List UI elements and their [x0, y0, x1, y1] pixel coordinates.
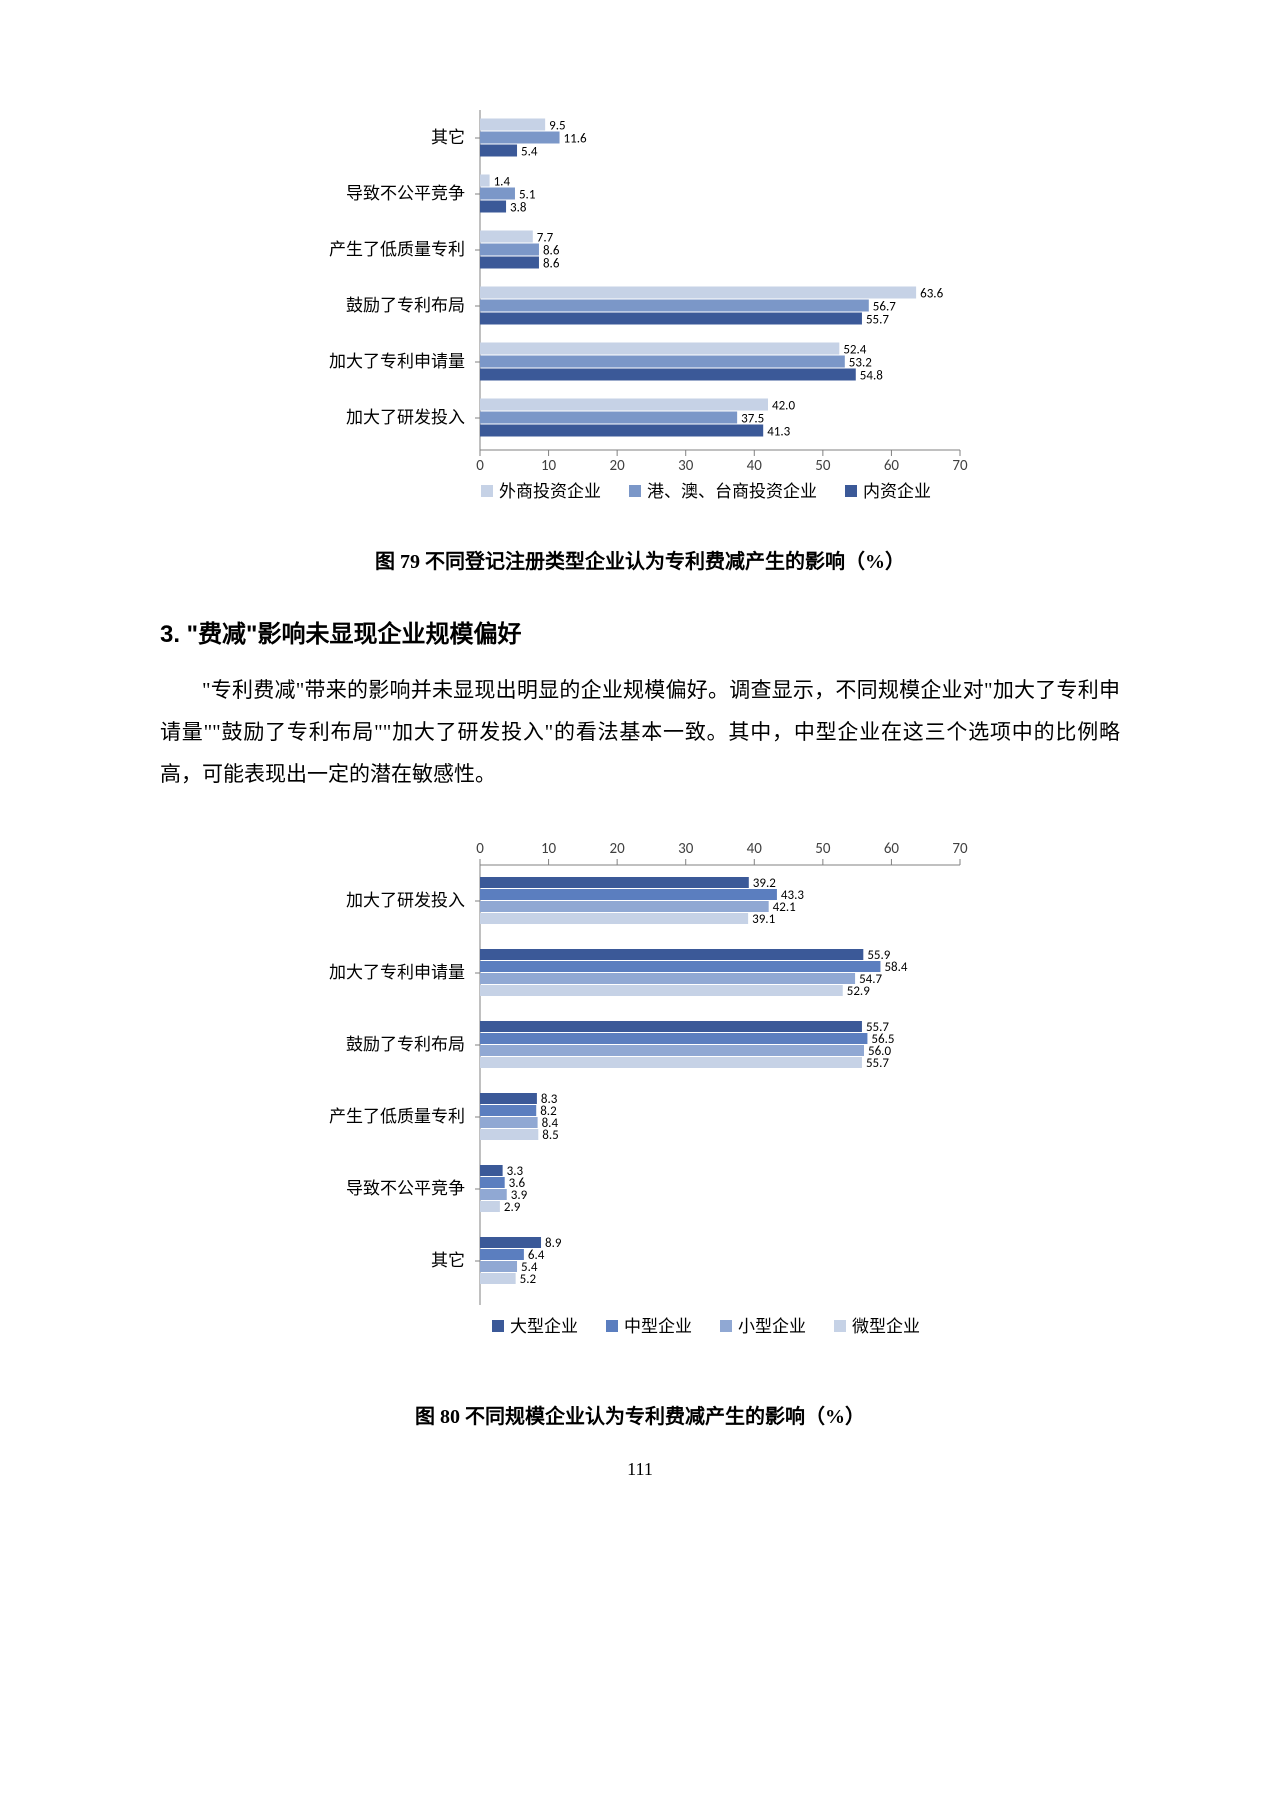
svg-text:0: 0	[476, 840, 484, 858]
svg-text:55.7: 55.7	[866, 1056, 889, 1071]
chart-80-caption: 图 80 不同规模企业认为专利费减产生的影响（%）	[280, 1400, 1000, 1429]
svg-text:20: 20	[610, 840, 626, 858]
svg-text:40: 40	[747, 840, 763, 858]
svg-text:港、澳、台商投资企业: 港、澳、台商投资企业	[647, 481, 817, 502]
svg-text:70: 70	[952, 840, 968, 858]
svg-text:50: 50	[815, 840, 831, 858]
svg-text:内资企业: 内资企业	[863, 481, 931, 502]
svg-text:8.5: 8.5	[542, 1128, 558, 1143]
svg-text:60: 60	[884, 457, 900, 475]
svg-text:外商投资企业: 外商投资企业	[499, 481, 601, 502]
svg-text:40: 40	[747, 457, 763, 475]
svg-text:鼓励了专利布局: 鼓励了专利布局	[346, 295, 465, 316]
svg-text:11.6: 11.6	[564, 132, 587, 147]
svg-text:70: 70	[952, 457, 968, 475]
svg-text:0: 0	[476, 457, 484, 475]
svg-text:37.5: 37.5	[741, 412, 764, 427]
svg-text:加大了研发投入: 加大了研发投入	[346, 407, 465, 428]
svg-text:41.3: 41.3	[767, 425, 790, 440]
chart-80: 010203040506070加大了研发投入39.243.342.139.1加大…	[280, 825, 1000, 1429]
svg-text:10: 10	[541, 840, 557, 858]
svg-text:产生了低质量专利: 产生了低质量专利	[329, 239, 465, 260]
svg-text:加大了专利申请量: 加大了专利申请量	[329, 351, 465, 372]
svg-text:加大了专利申请量: 加大了专利申请量	[329, 962, 465, 983]
svg-text:58.4: 58.4	[884, 960, 907, 975]
svg-text:产生了低质量专利: 产生了低质量专利	[329, 1106, 465, 1127]
svg-text:39.2: 39.2	[753, 876, 776, 891]
svg-text:中型企业: 中型企业	[624, 1316, 692, 1337]
svg-text:55.7: 55.7	[866, 313, 889, 328]
chart-79: 010203040506070其它9.511.65.4导致不公平竞争1.45.1…	[280, 100, 1000, 574]
svg-text:1.4: 1.4	[494, 175, 511, 190]
svg-text:50: 50	[815, 457, 831, 475]
svg-text:30: 30	[678, 457, 694, 475]
svg-text:小型企业: 小型企业	[738, 1316, 806, 1337]
section-3-paragraph: "专利费减"带来的影响并未显现出明显的企业规模偏好。调查显示，不同规模企业对"加…	[160, 669, 1120, 795]
svg-text:微型企业: 微型企业	[852, 1316, 920, 1337]
svg-text:8.6: 8.6	[543, 257, 560, 272]
svg-text:其它: 其它	[431, 1250, 465, 1271]
chart-79-svg: 010203040506070其它9.511.65.4导致不公平竞争1.45.1…	[280, 100, 1000, 530]
page-number: 111	[150, 1459, 1130, 1480]
svg-text:导致不公平竞争: 导致不公平竞争	[346, 183, 465, 204]
svg-text:5.4: 5.4	[521, 145, 538, 160]
svg-text:鼓励了专利布局: 鼓励了专利布局	[346, 1034, 465, 1055]
svg-text:30: 30	[678, 840, 694, 858]
svg-text:2.9: 2.9	[504, 1200, 521, 1215]
svg-text:其它: 其它	[431, 127, 465, 148]
svg-text:42.0: 42.0	[772, 399, 795, 414]
svg-text:54.8: 54.8	[860, 369, 883, 384]
svg-text:大型企业: 大型企业	[510, 1316, 578, 1337]
svg-text:加大了研发投入: 加大了研发投入	[346, 890, 465, 911]
chart-79-caption: 图 79 不同登记注册类型企业认为专利费减产生的影响（%）	[280, 545, 1000, 574]
svg-text:20: 20	[610, 457, 626, 475]
chart-80-svg: 010203040506070加大了研发投入39.243.342.139.1加大…	[280, 825, 1000, 1385]
svg-text:42.1: 42.1	[773, 900, 796, 915]
svg-text:63.6: 63.6	[920, 287, 943, 302]
svg-text:8.9: 8.9	[545, 1236, 562, 1251]
svg-text:10: 10	[541, 457, 557, 475]
svg-text:39.1: 39.1	[752, 912, 775, 927]
svg-text:导致不公平竞争: 导致不公平竞争	[346, 1178, 465, 1199]
svg-text:5.2: 5.2	[520, 1272, 537, 1287]
section-3-heading: 3. "费减"影响未显现企业规模偏好	[160, 614, 1130, 649]
svg-text:52.9: 52.9	[847, 984, 870, 999]
svg-text:60: 60	[884, 840, 900, 858]
svg-text:3.8: 3.8	[510, 201, 527, 216]
